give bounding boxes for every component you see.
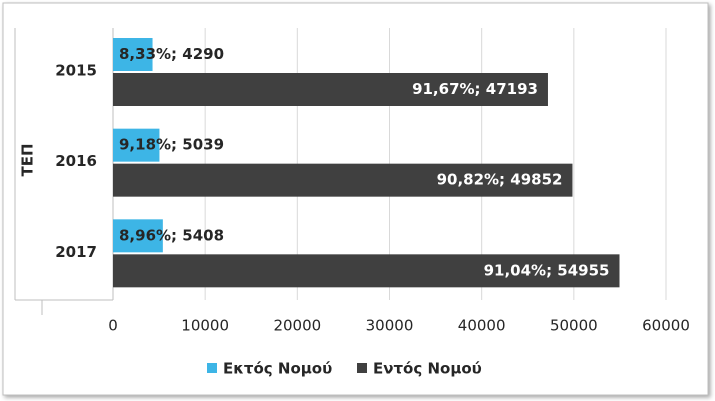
data-label: 8,33%; 4290 <box>119 45 224 63</box>
x-tick-label: 30000 <box>366 317 414 335</box>
x-tick-label: 0 <box>108 317 118 335</box>
data-label: 8,96%; 5408 <box>119 226 224 244</box>
data-label: 90,82%; 49852 <box>437 171 563 189</box>
x-tick-label: 10000 <box>181 317 229 335</box>
x-tick-label: 60000 <box>642 317 690 335</box>
group-label: ΤΕΠ <box>19 143 37 176</box>
legend-label: Εκτός Νομού <box>223 360 332 378</box>
bar <box>113 163 573 197</box>
x-tick-label: 20000 <box>273 317 321 335</box>
data-label: 91,67%; 47193 <box>412 80 538 98</box>
y-tick-label: 2017 <box>55 243 97 261</box>
data-label: 9,18%; 5039 <box>119 136 224 154</box>
chart-frame <box>2 2 709 396</box>
x-tick-label: 50000 <box>550 317 598 335</box>
y-tick-label: 2016 <box>55 152 97 170</box>
bar <box>113 73 548 106</box>
bar <box>113 128 160 162</box>
data-label: 91,04%; 54955 <box>484 261 610 279</box>
x-tick-label: 40000 <box>458 317 506 335</box>
legend-swatch <box>357 363 367 373</box>
bar <box>113 38 153 71</box>
bar <box>113 254 620 288</box>
bar <box>113 219 163 253</box>
legend-label: Εντός Νομού <box>373 360 482 378</box>
legend-swatch <box>207 363 217 373</box>
y-tick-label: 2015 <box>55 62 97 80</box>
